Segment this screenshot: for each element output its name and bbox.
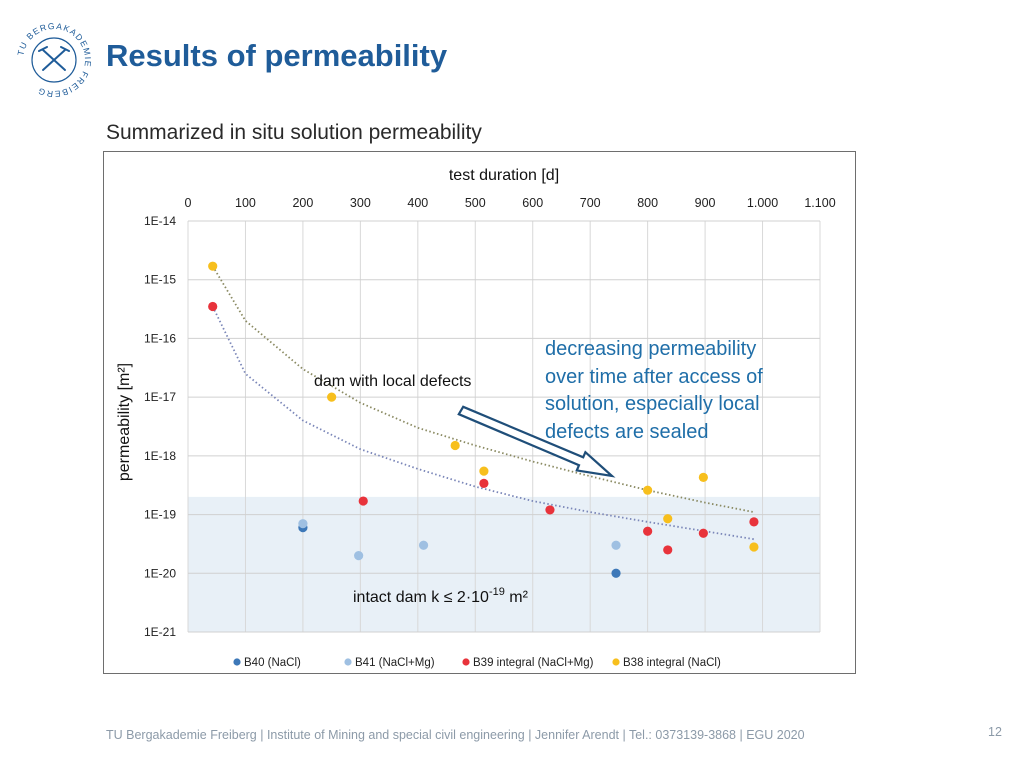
legend-label: B39 integral (NaCl+Mg) xyxy=(473,657,594,669)
y-tick-label: 1E-19 xyxy=(144,508,176,522)
footer-text: TU Bergakademie Freiberg | Institute of … xyxy=(106,728,805,742)
page-number: 12 xyxy=(988,725,1002,739)
data-point xyxy=(611,568,621,578)
data-point xyxy=(663,545,673,555)
x-tick-label: 0 xyxy=(185,196,192,210)
trend-arrow xyxy=(457,405,616,478)
x-tick-label: 900 xyxy=(695,196,716,210)
data-point xyxy=(663,514,673,524)
x-tick-label: 1.000 xyxy=(747,196,778,210)
legend-marker xyxy=(612,658,620,666)
y-tick-label: 1E-18 xyxy=(144,449,176,463)
x-tick-label: 800 xyxy=(637,196,658,210)
data-point xyxy=(358,496,368,506)
x-tick-label: 600 xyxy=(522,196,543,210)
data-point xyxy=(698,528,708,538)
data-point xyxy=(698,472,708,482)
x-tick-label: 400 xyxy=(407,196,428,210)
intact-region xyxy=(188,496,820,632)
chart-subtitle: Summarized in situ solution permeability xyxy=(106,121,482,144)
x-tick-label: 200 xyxy=(292,196,313,210)
data-point xyxy=(749,517,759,527)
data-point xyxy=(450,440,460,451)
data-point xyxy=(418,540,429,550)
x-tick-label: 500 xyxy=(465,196,486,210)
data-point xyxy=(327,392,337,402)
defects-label: dam with local defects xyxy=(314,373,471,390)
data-point xyxy=(298,519,308,529)
legend-marker xyxy=(233,658,241,666)
data-point xyxy=(354,551,364,561)
tu-freiberg-logo: TU BERGAKADEMIE FREIBERG xyxy=(15,21,92,99)
y-tick-label: 1E-17 xyxy=(144,390,176,404)
data-point xyxy=(643,485,653,495)
y-tick-label: 1E-14 xyxy=(144,214,176,228)
legend-marker xyxy=(462,658,470,666)
trendline xyxy=(211,265,755,513)
data-point xyxy=(208,261,218,271)
intact-dam-label: intact dam k ≤ 2·10-19 m² xyxy=(353,586,529,606)
x-tick-label: 1.100 xyxy=(804,196,835,210)
permeability-chart: 0 100 200 300 400 500 600 700 800 900 1.000 1.100 1E… xyxy=(103,151,856,674)
x-tick-label: 100 xyxy=(235,196,256,210)
annotation-text: decreasing permeability over time after … xyxy=(545,338,763,443)
data-point xyxy=(208,301,218,312)
legend-marker xyxy=(344,658,352,666)
chart-canvas: 0 100 200 300 400 500 600 700 800 900 1.000 1.100 1E… xyxy=(116,167,836,669)
x-axis-title: test duration [d] xyxy=(449,167,559,184)
x-tick-label: 700 xyxy=(580,196,601,210)
legend-label: B41 (NaCl+Mg) xyxy=(355,657,435,669)
y-tick-label: 1E-20 xyxy=(144,566,176,580)
trendline xyxy=(211,306,755,541)
data-point xyxy=(479,478,489,488)
data-point xyxy=(479,466,489,476)
data-point xyxy=(643,526,653,536)
legend-label: B40 (NaCl) xyxy=(244,657,301,669)
data-point xyxy=(545,505,555,515)
y-tick-label: 1E-21 xyxy=(144,625,176,639)
x-tick-label: 300 xyxy=(350,196,371,210)
data-point xyxy=(749,542,759,552)
y-axis-title: permeability [m²] xyxy=(116,363,133,481)
page-title: Results of permeability xyxy=(106,38,448,73)
legend-label: B38 integral (NaCl) xyxy=(623,657,721,669)
data-point xyxy=(611,540,621,550)
y-tick-label: 1E-16 xyxy=(144,331,176,345)
y-tick-label: 1E-15 xyxy=(144,273,176,287)
